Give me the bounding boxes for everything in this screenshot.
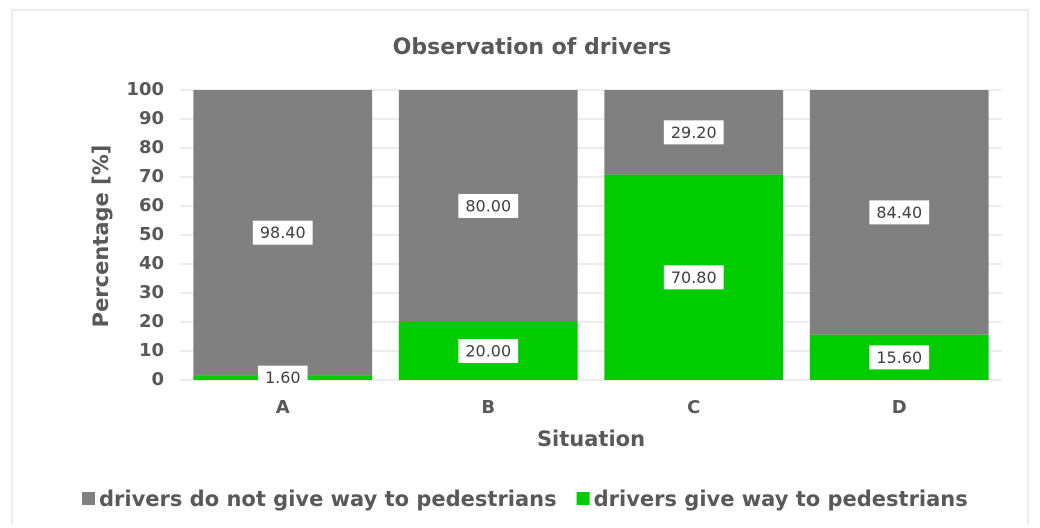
y-tick-label: 80: [139, 137, 164, 158]
data-label-box: [869, 200, 930, 225]
y-tick-label: 30: [139, 282, 164, 303]
y-tick-label: 70: [139, 166, 164, 187]
data-label: 29.20: [671, 123, 717, 142]
data-label: 84.40: [876, 203, 922, 222]
y-tick-label: 40: [139, 253, 164, 274]
data-label-box: [663, 265, 724, 290]
y-tick-label: 10: [139, 340, 164, 361]
x-tick-label: C: [687, 397, 700, 418]
data-label: 20.00: [465, 342, 511, 361]
x-tick-label: B: [481, 397, 495, 418]
data-label-box: [458, 194, 519, 218]
legend-label: drivers do not give way to pedestrians: [99, 487, 557, 511]
x-tick-label: D: [892, 397, 907, 418]
legend-swatch: [576, 492, 590, 505]
legend-swatch: [82, 492, 95, 505]
y-tick-label: 20: [139, 311, 164, 332]
data-label-box: [252, 220, 313, 245]
data-label: 80.00: [465, 197, 511, 216]
y-tick-label: 50: [139, 224, 164, 245]
data-label: 15.60: [876, 348, 922, 367]
x-axis-label: Situation: [537, 427, 645, 451]
y-tick-label: 60: [139, 195, 164, 216]
data-label: 70.80: [671, 268, 717, 287]
y-tick-label: 0: [151, 369, 164, 390]
y-tick-label: 100: [126, 79, 164, 100]
data-label-box: [458, 339, 519, 363]
data-label-box: [663, 120, 724, 145]
x-tick-label: A: [276, 397, 290, 418]
data-label-box: [869, 345, 930, 370]
legend-label: drivers give way to pedestrians: [594, 487, 968, 511]
chart-title: Observation of drivers: [393, 35, 672, 60]
data-label: 98.40: [260, 223, 306, 242]
y-axis-label: Percentage [%]: [89, 145, 113, 328]
data-label-box: [257, 365, 308, 390]
data-label: 1.60: [265, 368, 301, 387]
y-tick-label: 90: [139, 108, 164, 129]
